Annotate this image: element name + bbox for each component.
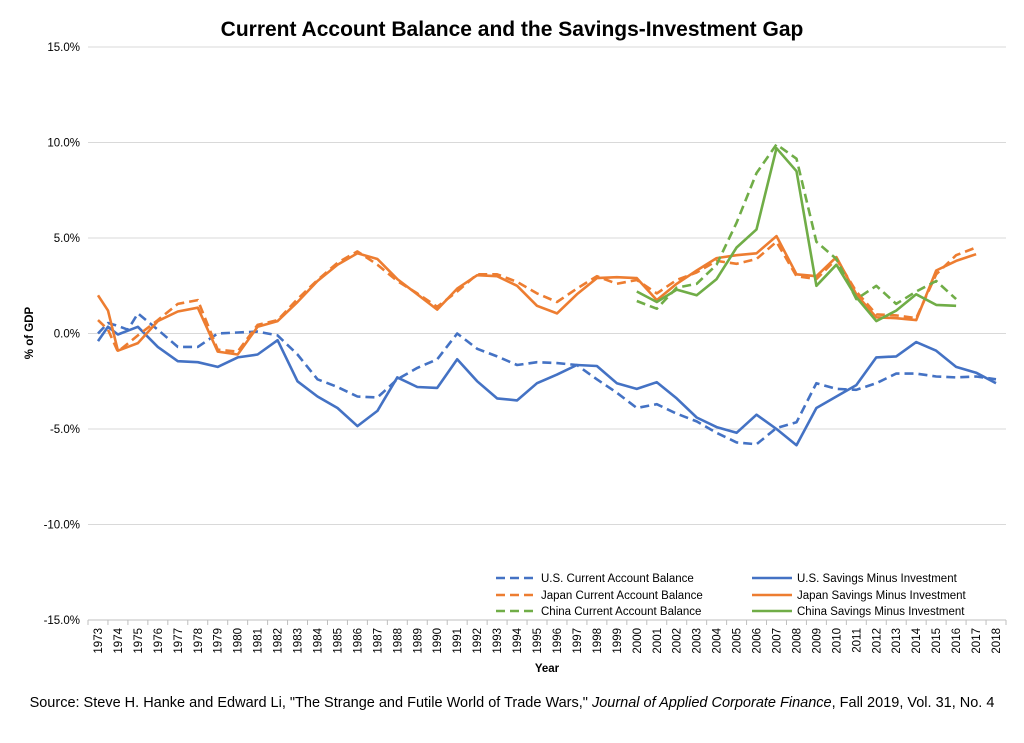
x-tick-label: 1973 <box>93 628 105 654</box>
series-line <box>97 312 997 446</box>
x-tick-label: 1983 <box>293 628 305 654</box>
x-tick-label: 2007 <box>772 628 784 654</box>
x-tick-label: 2006 <box>752 628 764 654</box>
x-tick-label: 1996 <box>552 628 564 654</box>
x-tick-label: 1988 <box>392 628 404 654</box>
x-tick-label: 1997 <box>572 628 584 654</box>
x-tick-label: 1984 <box>313 627 325 653</box>
y-tick-label: -15.0% <box>44 615 80 627</box>
source-prefix: Source: Steve H. Hanke and Edward Li, "T… <box>29 695 592 711</box>
x-tick-label: 1979 <box>213 628 225 654</box>
x-tick-label: 2016 <box>951 628 963 654</box>
x-tick-label: 1982 <box>273 628 285 654</box>
x-tick-label: 2003 <box>692 628 704 654</box>
legend-label: U.S. Current Account Balance <box>541 573 694 585</box>
x-tick-label: 2014 <box>911 627 923 653</box>
x-tick-label: 1986 <box>352 628 364 654</box>
x-tick-label: 2005 <box>732 628 744 654</box>
y-tick-label: 5.0% <box>54 233 80 245</box>
x-tick-label: 1992 <box>472 628 484 654</box>
x-tick-label: 2017 <box>971 628 983 654</box>
legend-label: China Current Account Balance <box>541 606 701 618</box>
x-axis-ticks: 1973 1974 1975 1976 1977 1978 1979 1980 1981 1982… <box>87 333 1007 654</box>
y-tick-label: 15.0% <box>47 42 80 54</box>
x-tick-label: 1977 <box>173 628 185 654</box>
x-tick-label: 2000 <box>632 628 644 654</box>
source-journal: Journal of Applied Corporate Finance <box>591 695 832 711</box>
x-tick-label: 2010 <box>831 628 843 654</box>
y-axis-title: % of GDP <box>24 306 36 359</box>
source-citation: Source: Steve H. Hanke and Edward Li, "T… <box>0 695 1024 711</box>
x-tick-label: 1980 <box>233 628 245 654</box>
x-tick-label: 2002 <box>672 628 684 654</box>
x-tick-label: 1974 <box>113 627 125 653</box>
legend-label: China Savings Minus Investment <box>797 606 965 618</box>
x-tick-label: 2001 <box>652 628 664 654</box>
series-line <box>636 143 957 310</box>
series-line <box>96 325 997 447</box>
y-axis-ticks: -15.0% -10.0% -5.0% 0.0% 5.0% 10.0% 15.0% <box>44 42 80 627</box>
chart-title: Current Account Balance and the Savings-… <box>221 18 804 41</box>
x-tick-label: 1995 <box>532 628 544 654</box>
x-tick-label: 2013 <box>891 628 903 654</box>
x-tick-label: 2008 <box>791 628 803 654</box>
x-tick-label: 1985 <box>332 628 344 654</box>
x-tick-label: 1994 <box>512 627 524 653</box>
x-tick-label: 1991 <box>452 628 464 654</box>
series-line <box>96 234 977 356</box>
series-line <box>636 146 957 323</box>
y-tick-label: -5.0% <box>50 424 80 436</box>
source-suffix: , Fall 2019, Vol. 31, No. 4 <box>831 695 995 711</box>
series-lines <box>96 143 997 447</box>
x-tick-label: 1978 <box>193 628 205 654</box>
legend: U.S. Current Account Balance U.S. Savings… <box>496 573 967 618</box>
x-tick-label: 1998 <box>592 628 604 654</box>
x-tick-label: 1993 <box>492 628 504 654</box>
legend-label: U.S. Savings Minus Investment <box>797 573 958 585</box>
x-tick-label: 2011 <box>851 628 863 653</box>
legend-label: Japan Current Account Balance <box>541 590 703 602</box>
x-tick-label: 1976 <box>153 628 165 654</box>
legend-label: Japan Savings Minus Investment <box>797 590 967 602</box>
series-line <box>97 240 977 353</box>
y-tick-label: 10.0% <box>47 138 80 150</box>
y-tick-label: -10.0% <box>44 520 80 532</box>
x-tick-label: 1981 <box>253 628 265 654</box>
x-tick-label: 2004 <box>712 627 724 653</box>
x-tick-label: 1999 <box>612 628 624 654</box>
x-tick-label: 2012 <box>871 628 883 654</box>
x-tick-label: 2009 <box>811 628 823 654</box>
x-tick-label: 1989 <box>412 628 424 654</box>
x-tick-label: 1990 <box>432 628 444 654</box>
x-tick-label: 1987 <box>372 628 384 654</box>
y-tick-label: 0.0% <box>54 329 80 341</box>
x-tick-label: 1975 <box>133 628 145 654</box>
x-tick-label: 2018 <box>991 628 1003 654</box>
x-tick-label: 2015 <box>931 628 943 654</box>
x-axis-title: Year <box>535 663 560 675</box>
